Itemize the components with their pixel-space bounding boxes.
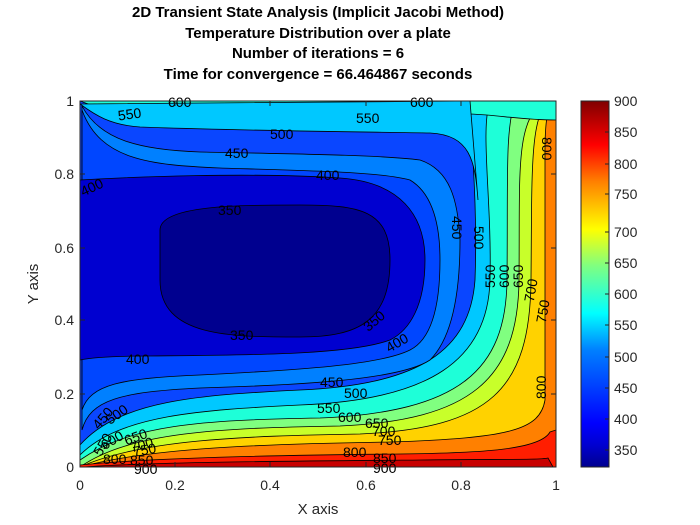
title-line-3: Number of iterations = 6 — [231, 45, 405, 62]
x-tick-labels: 0 0.2 0.4 0.6 0.8 1 — [76, 477, 560, 493]
svg-text:900: 900 — [614, 93, 638, 109]
svg-text:800: 800 — [539, 137, 555, 161]
svg-text:750: 750 — [614, 186, 638, 202]
svg-text:650: 650 — [122, 425, 150, 448]
svg-text:450: 450 — [320, 374, 344, 390]
plot-frame — [79, 100, 557, 468]
svg-text:0.2: 0.2 — [55, 386, 75, 402]
svg-text:700: 700 — [521, 277, 541, 303]
svg-text:800: 800 — [614, 156, 638, 172]
svg-text:700: 700 — [128, 434, 155, 456]
svg-text:850: 850 — [130, 452, 154, 468]
svg-text:0.8: 0.8 — [451, 477, 471, 493]
svg-text:500: 500 — [270, 126, 294, 142]
svg-text:450: 450 — [225, 145, 249, 161]
x-axis-label: X axis — [298, 501, 339, 518]
y-axis — [80, 173, 556, 395]
svg-text:500: 500 — [344, 385, 368, 401]
svg-text:600: 600 — [496, 264, 512, 288]
colorbar: 350 400 450 500 550 600 650 700 750 800 … — [580, 93, 638, 468]
svg-text:550: 550 — [614, 317, 638, 333]
svg-text:400: 400 — [316, 167, 340, 183]
svg-text:1: 1 — [552, 477, 560, 493]
svg-text:900: 900 — [373, 460, 397, 476]
svg-text:550: 550 — [482, 264, 498, 288]
svg-text:800: 800 — [103, 451, 127, 467]
svg-text:0: 0 — [66, 459, 74, 475]
svg-text:0.4: 0.4 — [55, 312, 75, 328]
svg-text:0.6: 0.6 — [55, 240, 75, 256]
svg-text:600: 600 — [614, 286, 638, 302]
svg-text:600: 600 — [338, 409, 362, 425]
svg-text:550: 550 — [356, 110, 380, 126]
svg-text:0.8: 0.8 — [55, 166, 75, 182]
svg-text:550: 550 — [317, 400, 341, 416]
svg-text:350: 350 — [614, 442, 638, 458]
svg-text:0.4: 0.4 — [260, 477, 280, 493]
title-line-2: Temperature Distribution over a plate — [185, 24, 451, 42]
svg-text:600: 600 — [410, 94, 434, 110]
y-axis-label: Y axis — [25, 264, 42, 305]
svg-text:850: 850 — [373, 450, 397, 466]
svg-text:350: 350 — [230, 327, 254, 343]
svg-text:600: 600 — [168, 94, 192, 110]
svg-text:750: 750 — [378, 432, 402, 448]
svg-text:0.6: 0.6 — [356, 477, 376, 493]
svg-text:0: 0 — [76, 477, 84, 493]
svg-text:850: 850 — [614, 124, 638, 140]
svg-text:450: 450 — [449, 216, 465, 240]
svg-text:650: 650 — [510, 264, 526, 288]
svg-text:400: 400 — [126, 351, 150, 367]
contour-fill — [80, 101, 556, 467]
svg-text:700: 700 — [372, 423, 396, 439]
svg-text:350: 350 — [218, 202, 242, 218]
svg-text:500: 500 — [471, 226, 487, 250]
title-line-1: 2D Transient State Analysis (Implicit Ja… — [131, 4, 505, 21]
svg-text:650: 650 — [614, 255, 638, 271]
svg-text:800: 800 — [343, 444, 367, 460]
svg-text:500: 500 — [614, 349, 638, 365]
svg-text:450: 450 — [614, 380, 638, 396]
svg-text:400: 400 — [614, 411, 638, 427]
svg-text:0.2: 0.2 — [165, 477, 185, 493]
svg-text:750: 750 — [533, 298, 553, 324]
x-axis — [174, 101, 462, 467]
svg-text:900: 900 — [134, 461, 158, 477]
svg-text:1: 1 — [66, 93, 74, 109]
svg-text:800: 800 — [533, 375, 549, 399]
svg-text:700: 700 — [614, 224, 638, 240]
svg-text:550: 550 — [117, 104, 143, 123]
chart-title: 2D Transient State Analysis (Implicit Ja… — [80, 3, 556, 85]
svg-text:750: 750 — [132, 440, 158, 460]
title-line-4: Time for convergence = 66.464867 seconds — [163, 65, 473, 83]
svg-text:650: 650 — [365, 415, 389, 431]
y-tick-labels: 0 0.2 0.4 0.6 0.8 1 — [55, 93, 75, 475]
